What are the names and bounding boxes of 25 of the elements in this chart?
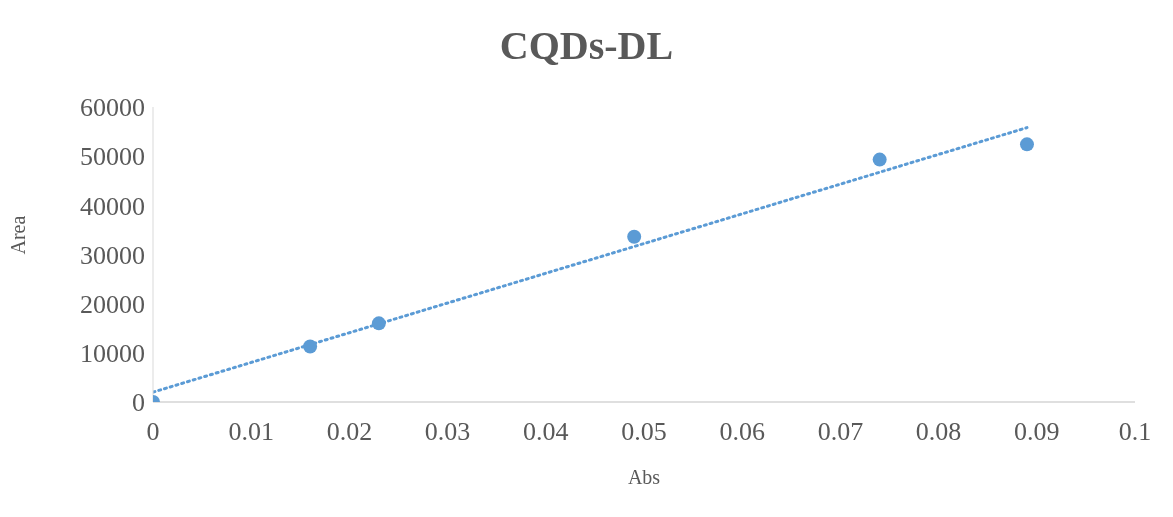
x-tick-label: 0.1 — [1118, 417, 1152, 447]
x-tick-label: 0.06 — [719, 417, 765, 447]
x-axis-title: Abs — [627, 466, 661, 488]
x-tick-label: 0.03 — [424, 417, 471, 447]
x-tick-label: 0.09 — [1014, 417, 1060, 447]
x-tick-label: 0.05 — [621, 417, 667, 447]
x-tick-label: 0.02 — [326, 417, 373, 447]
y-tick-label: 60000 — [80, 93, 145, 123]
x-tick-label: 0.04 — [523, 417, 569, 447]
x-tick-label: 0.08 — [915, 417, 962, 447]
point — [627, 229, 642, 244]
point — [1019, 137, 1034, 152]
y-tick-label: 0 — [132, 388, 145, 418]
x-tick-label: 0.01 — [228, 417, 274, 447]
y-tick-label: 50000 — [80, 142, 145, 172]
point — [872, 152, 887, 167]
y-axis-title: Area — [7, 215, 30, 255]
point — [371, 316, 386, 331]
y-tick-label: 30000 — [80, 240, 145, 270]
chart-title: CQDs-DL — [498, 22, 675, 70]
y-tick-label: 40000 — [80, 191, 145, 221]
y-tick-label: 20000 — [80, 289, 145, 319]
point — [303, 339, 318, 354]
x-tick-label: 0.07 — [817, 417, 864, 447]
y-tick-label: 10000 — [80, 339, 145, 369]
